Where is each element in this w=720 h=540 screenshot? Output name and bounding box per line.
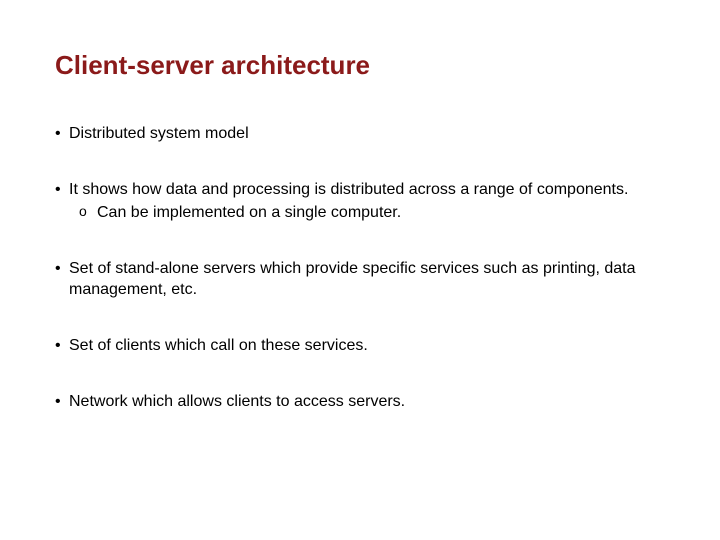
bullet-list: Distributed system model It shows how da…: [55, 123, 665, 412]
sub-bullet-text: Can be implemented on a single computer.: [97, 204, 401, 221]
bullet-item: Distributed system model: [55, 123, 665, 145]
bullet-item: It shows how data and processing is dist…: [55, 179, 665, 224]
slide-title: Client-server architecture: [55, 50, 665, 81]
bullet-text: Set of stand-alone servers which provide…: [69, 260, 636, 299]
bullet-item: Network which allows clients to access s…: [55, 391, 665, 413]
sub-bullet-list: Can be implemented on a single computer.: [69, 202, 665, 224]
bullet-text: Distributed system model: [69, 125, 249, 142]
bullet-item: Set of stand-alone servers which provide…: [55, 258, 665, 301]
sub-bullet-item: Can be implemented on a single computer.: [69, 202, 665, 224]
bullet-item: Set of clients which call on these servi…: [55, 335, 665, 357]
bullet-text: Set of clients which call on these servi…: [69, 337, 368, 354]
bullet-text: It shows how data and processing is dist…: [69, 181, 628, 198]
bullet-text: Network which allows clients to access s…: [69, 393, 405, 410]
